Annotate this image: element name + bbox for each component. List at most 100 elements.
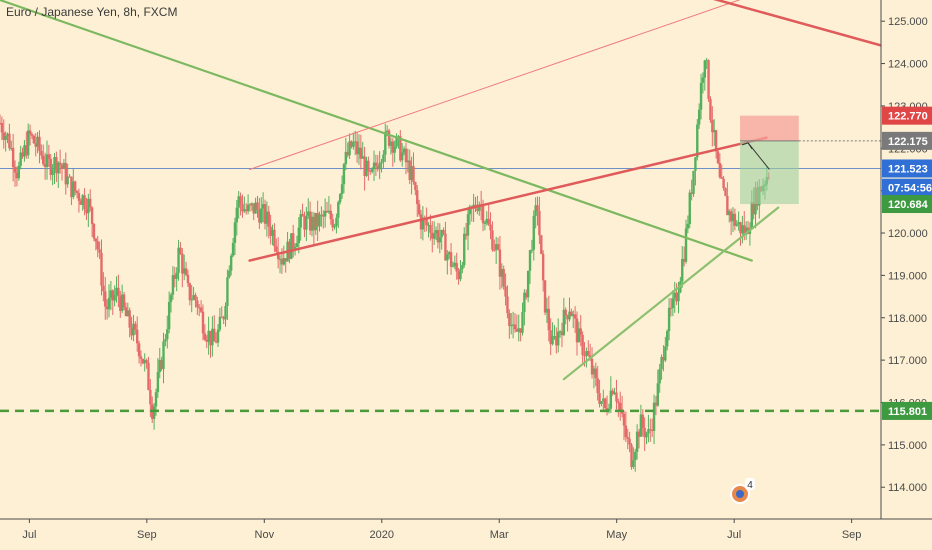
candle-body-312: [585, 351, 588, 356]
candle-218: [408, 149, 411, 185]
candle-156: [291, 224, 295, 258]
candle-body-215: [402, 148, 406, 153]
candle-body-56: [104, 291, 107, 307]
candle-397: [744, 221, 748, 240]
candle-body-61: [113, 295, 116, 301]
candle-179: [335, 213, 338, 234]
candle-194: [363, 146, 366, 191]
candle-body-360: [675, 292, 678, 302]
candle-body-243: [455, 262, 458, 272]
candle-body-6: [10, 147, 13, 149]
candle-390: [731, 207, 735, 233]
candle-181: [338, 193, 342, 205]
candle-body-58: [107, 297, 111, 310]
candle-body-236: [442, 230, 445, 234]
candle-46: [85, 197, 88, 220]
candle-body-132: [246, 204, 250, 212]
candle-207: [387, 128, 391, 149]
candle-body-5: [8, 133, 11, 149]
candle-body-364: [682, 258, 686, 262]
candle-37: [68, 174, 71, 178]
candle-4: [6, 132, 9, 144]
candle-132: [246, 194, 250, 215]
candle-body-278: [521, 312, 524, 333]
candle-59: [109, 280, 113, 311]
candle-body-159: [297, 227, 301, 244]
candle-340: [637, 428, 641, 449]
candle-288: [540, 234, 543, 255]
candle-body-355: [666, 331, 669, 347]
candle-body-30: [55, 156, 58, 174]
candle-body-97: [181, 253, 184, 274]
candle-375: [703, 59, 706, 91]
candle-29: [53, 153, 56, 185]
candle-body-308: [577, 328, 581, 343]
candle-270: [506, 285, 509, 319]
candle-body-279: [523, 292, 526, 313]
candle-123: [229, 253, 233, 276]
candle-body-12: [21, 152, 24, 157]
candle-297: [557, 318, 560, 353]
candle-body-349: [654, 402, 658, 406]
candle-60: [111, 289, 114, 315]
candle-317: [594, 362, 597, 387]
candle-260: [487, 204, 490, 226]
candle-213: [399, 130, 402, 163]
candle-353: [662, 345, 665, 372]
candle-body-222: [416, 190, 419, 205]
candle-body-303: [568, 311, 571, 320]
candle-body-187: [350, 141, 353, 147]
trendline-green-down: [0, 0, 753, 262]
candle-193: [361, 141, 364, 159]
candle-187: [350, 140, 353, 149]
candle-body-59: [109, 290, 113, 298]
candle-98: [182, 254, 186, 281]
candle-368: [690, 179, 693, 201]
candle-body-374: [701, 77, 705, 83]
candle-body-19: [34, 143, 37, 147]
candle-172: [322, 210, 325, 229]
candle-394: [739, 221, 742, 246]
candle-body-371: [696, 124, 699, 158]
candle-5: [8, 123, 11, 151]
candle-118: [220, 306, 223, 318]
candle-285: [534, 197, 537, 229]
candle-body-340: [637, 431, 641, 437]
candle-body-147: [275, 246, 278, 252]
candle-3: [4, 131, 7, 152]
candle-body-225: [421, 217, 425, 230]
candle-body-231: [432, 233, 436, 239]
candle-body-358: [671, 298, 675, 308]
candle-205: [384, 123, 387, 163]
candle-41: [75, 190, 79, 199]
candle-199: [372, 150, 376, 181]
candle-body-200: [374, 162, 378, 166]
candle-334: [626, 428, 629, 450]
counter-badge[interactable]: 4: [730, 478, 755, 504]
candle-body-379: [711, 120, 714, 133]
candle-body-69: [128, 310, 131, 328]
candle-163: [305, 207, 308, 242]
candle-body-341: [639, 414, 643, 437]
badge-count-bg: [745, 478, 755, 490]
candle-body-258: [483, 222, 487, 224]
candle-327: [613, 387, 616, 395]
candle-259: [485, 211, 488, 226]
candle-body-191: [357, 147, 361, 155]
candle-78: [145, 358, 148, 369]
candle-182: [340, 175, 344, 199]
candle-body-135: [252, 203, 255, 214]
candle-94: [175, 267, 178, 292]
candle-body-271: [508, 313, 511, 326]
candle-202: [378, 151, 381, 180]
candle-286: [536, 196, 539, 226]
candle-body-210: [393, 146, 396, 153]
candle-122: [228, 265, 231, 279]
candle-body-233: [436, 230, 440, 243]
candle-body-386: [724, 188, 727, 196]
candle-342: [641, 409, 644, 437]
trendline-red-main: [248, 136, 768, 262]
candle-body-234: [438, 237, 441, 243]
